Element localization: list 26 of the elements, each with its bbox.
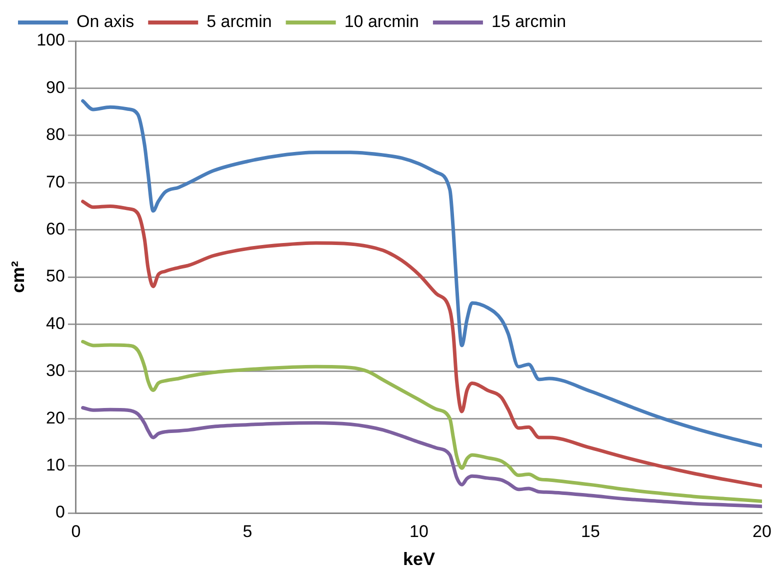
line-series [81,340,762,503]
y-tick-label: 20 [46,408,65,428]
x-axis-title: keV [402,549,435,570]
x-tick-label: 0 [71,522,81,541]
line-series [81,99,762,448]
x-tick-label: 20 [752,522,772,541]
x-tick-label: 10 [410,522,428,541]
y-tick-label: 80 [46,125,65,144]
legend-label: 5 arcmin [206,12,272,32]
line-series [81,406,762,508]
y-tick-label: 50 [46,266,65,286]
y-axis-title: cm² [8,260,28,294]
x-tick-label: 15 [581,522,600,541]
y-tick-label: 90 [46,78,65,97]
y-tick-label: 0 [55,502,65,522]
y-tick-label: 30 [46,361,65,380]
y-tick-label: 100 [36,30,65,50]
y-tick-label: 40 [46,314,65,333]
y-tick-label: 70 [46,172,65,192]
y-tick-label: 60 [46,219,65,238]
x-tick-label: 5 [242,522,252,541]
legend-label: On axis [76,12,134,32]
line-series [81,200,762,488]
legend-label: 15 arcmin [491,12,566,32]
legend-label: 10 arcmin [344,12,419,32]
y-tick-label: 10 [46,455,65,474]
